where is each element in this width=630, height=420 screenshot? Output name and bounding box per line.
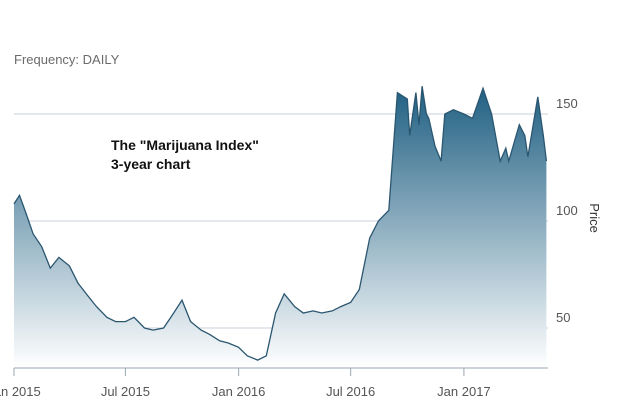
annotation-line-1: The "Marijuana Index"	[111, 137, 259, 153]
x-tick-label: Jan 2016	[212, 384, 266, 399]
chart-annotation: The "Marijuana Index" 3-year chart	[111, 136, 259, 174]
price-area	[14, 86, 547, 368]
price-line	[13, 86, 548, 361]
frequency-label: Frequency: DAILY	[14, 52, 120, 67]
y-tick-label: 50	[556, 310, 570, 325]
x-tick-label: Jan 2017	[437, 384, 491, 399]
x-axis-ticks: Jan 2015 Jul 2015 Jan 2016 Jul 2016 Jan 2017	[0, 368, 491, 399]
y-tick-label: 100	[556, 203, 578, 218]
y-axis-label: Price	[587, 203, 602, 233]
x-tick-label: Jul 2015	[101, 384, 150, 399]
x-tick-label: Jan 2015	[0, 384, 41, 399]
annotation-line-2: 3-year chart	[111, 156, 191, 172]
y-axis-ticks: 50 100 150	[556, 96, 578, 325]
y-tick-label: 150	[556, 96, 578, 111]
x-tick-label: Jul 2016	[326, 384, 375, 399]
